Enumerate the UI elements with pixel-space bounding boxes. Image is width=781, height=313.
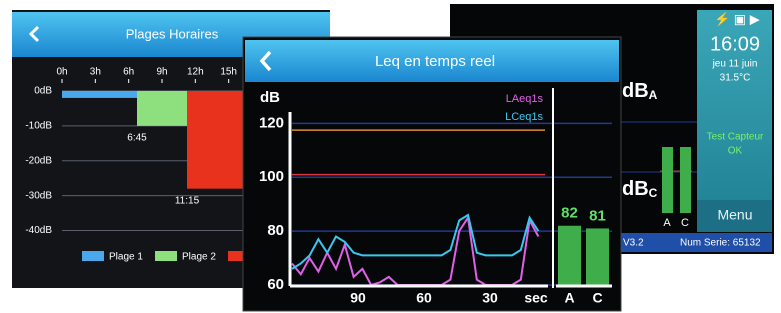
x-tick-label: 60: [416, 290, 432, 306]
x-tick-label: 6h: [123, 67, 134, 78]
leq-screen: Leq en temps reel dB sec 60 80 100 120 90 60 3…: [243, 37, 621, 311]
bar: [558, 226, 581, 285]
y-tick-label: 120: [259, 114, 284, 131]
x-tick-label: 90: [350, 290, 366, 306]
y-tick-label: 80: [267, 222, 284, 239]
unit-text: dB: [622, 178, 649, 200]
status: OK: [728, 146, 743, 157]
bar-value: 81: [589, 207, 606, 224]
x-axis-label: sec: [524, 290, 548, 306]
unit-text: dB: [622, 80, 649, 102]
x-tick-label: 15h: [220, 67, 237, 78]
segment-label: 6:45: [127, 132, 147, 143]
level-bar: [662, 147, 673, 213]
date: jeu 11 juin: [712, 59, 758, 70]
y-tick-label: 100: [259, 168, 284, 185]
legend-label: LCeq1s: [505, 111, 543, 123]
x-tick-label: 3h: [90, 67, 101, 78]
bar-category: C: [592, 290, 602, 306]
y-axis-label: dB: [260, 89, 280, 106]
x-tick-label: 12h: [187, 67, 204, 78]
legend-label: LAeq1s: [506, 93, 544, 105]
y-tick-label: -40dB: [25, 225, 52, 236]
temperature: 31.5°C: [720, 73, 751, 84]
page: ⚡ ▣ ▶ dBA dBC A C 16:09 jeu 11 juin 31.5…: [0, 0, 781, 313]
y-tick-label: -10dB: [25, 120, 52, 131]
screenshot: ⚡ ▣ ▶ dBA dBC A C 16:09 jeu 11 juin 31.5…: [0, 0, 781, 313]
y-tick-label: -30dB: [25, 190, 52, 201]
level-bar: [680, 147, 691, 213]
segment: [62, 91, 137, 98]
bar: [586, 228, 609, 285]
status: Test Capteur: [707, 132, 764, 143]
legend-swatch: [155, 251, 177, 261]
legend-label: Plage 2: [182, 252, 216, 263]
icon: ⚡ ▣ ▶: [714, 11, 760, 27]
unit-sub: C: [649, 186, 658, 200]
title: Plages Horaires: [126, 26, 219, 41]
segment: [137, 91, 187, 126]
unit-sub: A: [649, 88, 658, 102]
y-tick-label: -20dB: [25, 155, 52, 166]
x-tick-label: 30: [482, 290, 498, 306]
x-tick-label: 9h: [156, 67, 167, 78]
x-tick-label: 0h: [56, 67, 67, 78]
segment-label: 11:15: [175, 195, 200, 206]
bar-label: A: [663, 217, 671, 229]
legend-swatch: [82, 251, 104, 261]
bar-label: C: [681, 217, 689, 229]
bar-value: 82: [561, 205, 578, 222]
menu-label[interactable]: Menu: [717, 207, 752, 223]
y-tick-label: 0dB: [34, 86, 52, 97]
y-tick-label: 60: [267, 276, 284, 293]
legend-label: Plage 1: [109, 252, 143, 263]
serial: Num Serie: 65132: [680, 238, 761, 249]
version: V3.2: [623, 238, 644, 249]
clock: 16:09: [710, 33, 760, 55]
title: Leq en temps reel: [375, 53, 495, 70]
bar-category: A: [564, 290, 574, 306]
